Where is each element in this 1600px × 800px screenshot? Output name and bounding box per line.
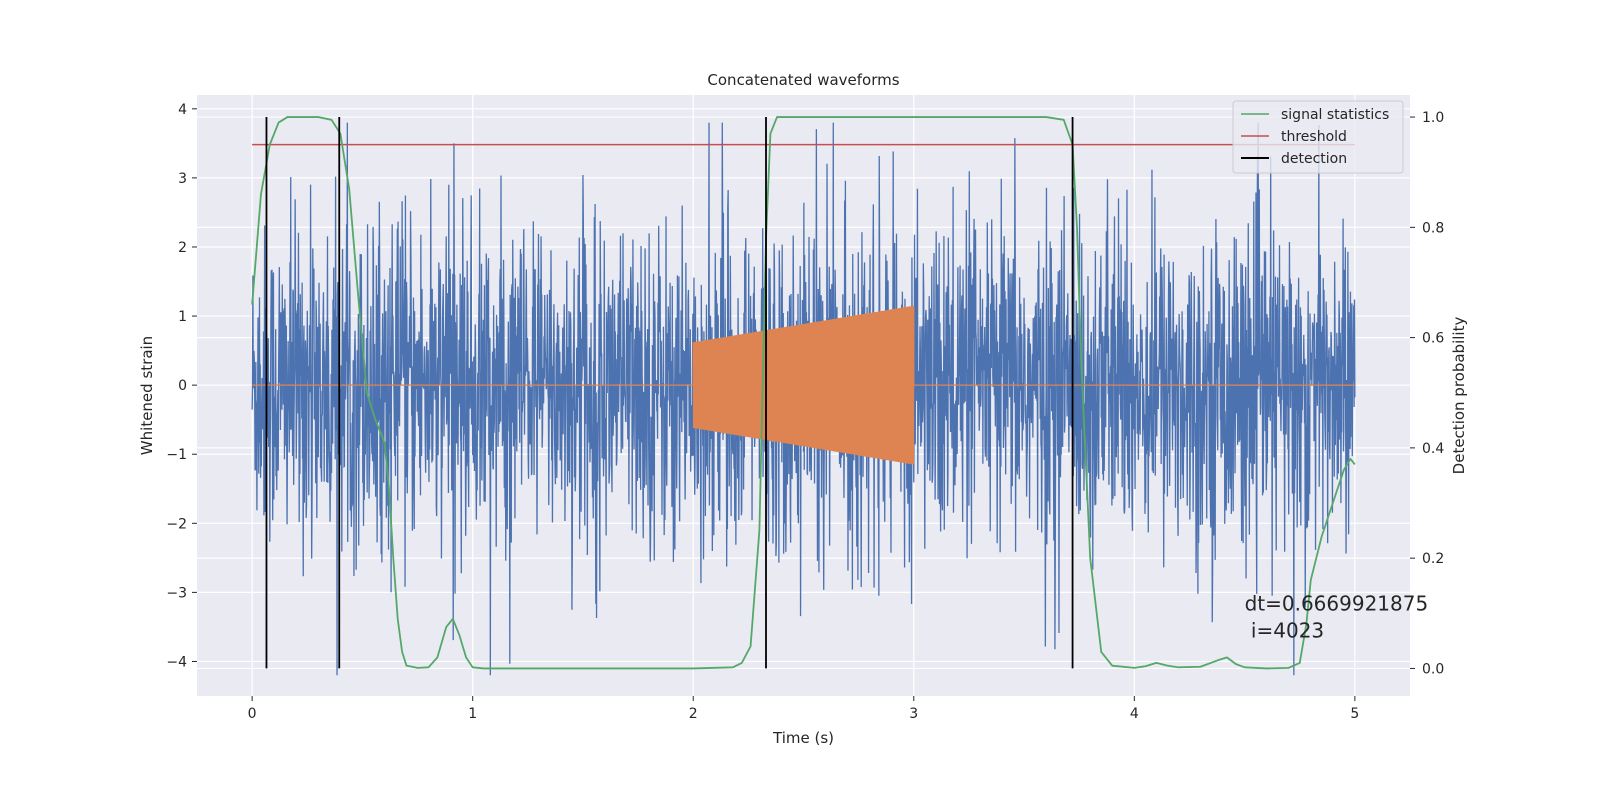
- y-tick-label-3: −1: [166, 447, 187, 463]
- plot-marks: [251, 116, 1356, 676]
- legend: signal statistics threshold detection: [1232, 100, 1404, 174]
- data-layer: [251, 116, 1356, 676]
- chart-title: Concatenated waveforms: [707, 71, 899, 89]
- annotation-index: i=4023: [1245, 619, 1325, 643]
- legend-label-signal-statistics: signal statistics: [1281, 107, 1389, 123]
- legend-label-threshold: threshold: [1281, 129, 1347, 145]
- y2-tick-label-3: 0.6: [1422, 331, 1444, 347]
- x-tick-label-5: 5: [1350, 706, 1359, 722]
- y2-axis-label: Detection probability: [1450, 317, 1468, 475]
- x-tick-label-2: 2: [689, 706, 698, 722]
- y-axis-label: Whitened strain: [138, 336, 156, 455]
- y-tick-label-8: 4: [178, 102, 187, 118]
- x-axis-label: Time (s): [772, 729, 834, 747]
- y-tick-label-2: −2: [166, 516, 187, 532]
- y-tick-label-7: 3: [178, 171, 187, 187]
- y2-tick-label-0: 0.0: [1422, 661, 1444, 677]
- y2-tick-label-2: 0.4: [1422, 441, 1444, 457]
- y2-tick-label-5: 1.0: [1422, 110, 1444, 126]
- legend-box: [1232, 100, 1404, 174]
- axes: 0 1 2 3 4 5 −4 −3 −2 −1 0 1 2 3 4 0.0 0.2 0.4 0.6 0.8 1.0: [166, 102, 1444, 722]
- y-tick-label-4: 0: [178, 378, 187, 394]
- legend-label-detection: detection: [1281, 151, 1347, 167]
- y2-tick-label-1: 0.2: [1422, 551, 1444, 567]
- signal-statistics-line: [251, 116, 1356, 670]
- y-tick-label-0: −4: [166, 654, 187, 670]
- x-tick-label-3: 3: [909, 706, 918, 722]
- y-tick-label-1: −3: [166, 585, 187, 601]
- injected-waveform-series: [252, 305, 1355, 465]
- annotation-dt: dt=0.6669921875: [1245, 592, 1429, 616]
- y-tick-label-6: 2: [178, 240, 187, 256]
- y2-tick-label-4: 0.8: [1422, 220, 1444, 236]
- x-tick-label-1: 1: [468, 706, 477, 722]
- strain-series: [251, 122, 1356, 676]
- x-tick-label-4: 4: [1130, 706, 1139, 722]
- x-tick-label-0: 0: [248, 706, 257, 722]
- y-tick-label-5: 1: [178, 309, 187, 325]
